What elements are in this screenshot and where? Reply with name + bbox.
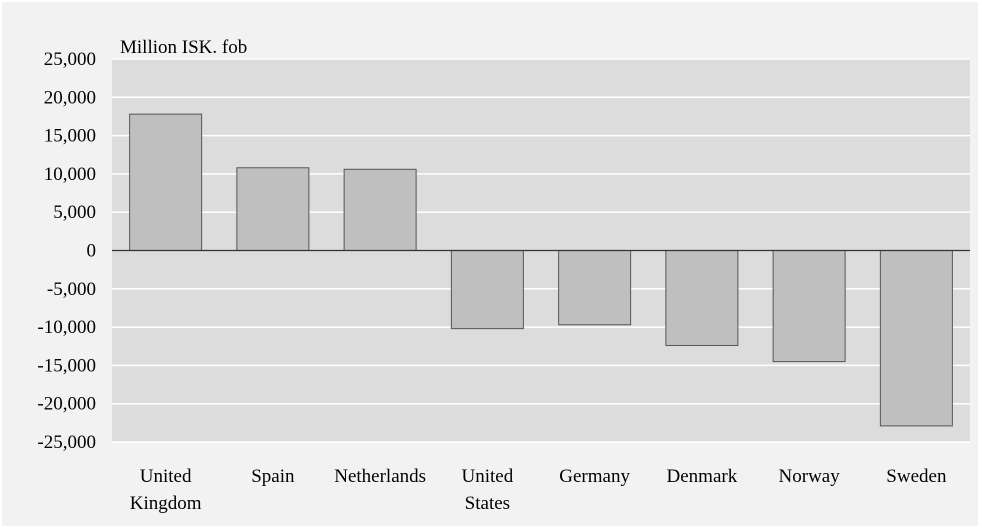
category-label: Norway xyxy=(779,466,841,487)
y-tick-label: 15,000 xyxy=(44,126,96,147)
y-tick-label: -20,000 xyxy=(37,394,96,415)
y-axis-tick-labels: 25,000 20,000 15,000 10,000 5,000 0 -5,000 -10,… xyxy=(37,49,96,453)
category-label: United Kingdom xyxy=(130,466,202,514)
bar xyxy=(236,167,310,251)
category-label: Germany xyxy=(559,466,630,487)
bar xyxy=(450,250,524,330)
bar xyxy=(879,250,953,427)
category-label: Spain xyxy=(251,466,295,487)
y-tick-label: 25,000 xyxy=(44,49,96,70)
y-tick-label: -25,000 xyxy=(37,432,96,453)
bar xyxy=(558,250,632,326)
category-label: Netherlands xyxy=(334,466,426,487)
y-tick-label: 10,000 xyxy=(44,164,96,185)
y-tick-label: -5,000 xyxy=(47,279,96,300)
bar xyxy=(772,250,846,363)
unit-label: Million ISK. fob xyxy=(120,37,247,58)
y-tick-label: -10,000 xyxy=(37,317,96,338)
y-tick-label: 0 xyxy=(87,241,97,262)
bars xyxy=(129,113,953,427)
y-tick-label: 5,000 xyxy=(53,202,96,223)
category-label: United States xyxy=(462,466,514,514)
bar xyxy=(129,113,203,252)
category-label: Denmark xyxy=(667,466,738,487)
y-tick-label: 20,000 xyxy=(44,87,96,108)
category-label: Sweden xyxy=(886,466,947,487)
y-tick-label: -15,000 xyxy=(37,355,96,376)
x-axis-category-labels: United Kingdom Spain Netherlands United State… xyxy=(130,466,947,514)
bar xyxy=(343,168,417,251)
bar xyxy=(665,250,739,346)
